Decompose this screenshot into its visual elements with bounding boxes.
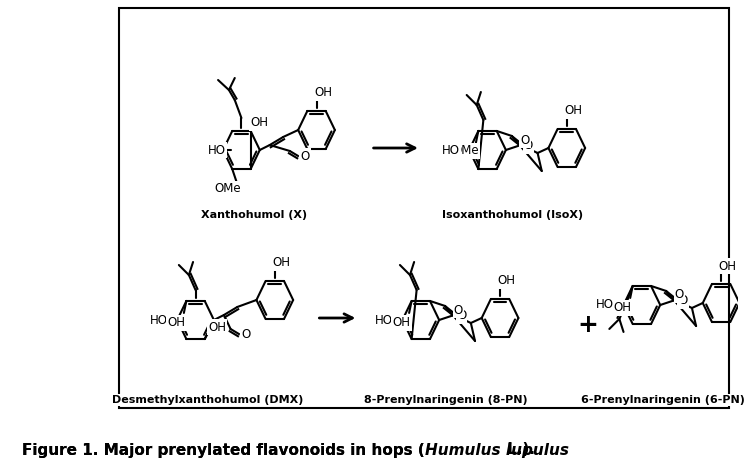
Text: Isoxanthohumol (IsoX): Isoxanthohumol (IsoX)	[442, 210, 584, 220]
Text: OH: OH	[250, 117, 268, 129]
Text: O: O	[520, 134, 530, 146]
Text: 6-Prenylnaringenin (6-PN): 6-Prenylnaringenin (6-PN)	[580, 395, 745, 405]
Text: O: O	[678, 295, 688, 307]
Text: O: O	[675, 288, 684, 302]
Text: +: +	[578, 313, 598, 337]
Text: O: O	[300, 150, 310, 162]
Text: Figure 1. Major prenylated flavonoids in hops (: Figure 1. Major prenylated flavonoids in…	[22, 443, 425, 457]
Text: OH: OH	[314, 86, 332, 100]
Text: HO: HO	[208, 143, 226, 157]
Text: HO: HO	[375, 313, 393, 327]
Text: Desmethylxanthohumol (DMX): Desmethylxanthohumol (DMX)	[112, 395, 304, 405]
Text: OH: OH	[565, 104, 583, 118]
Text: L.).: L.).	[502, 443, 535, 457]
FancyBboxPatch shape	[118, 8, 730, 408]
Text: OH: OH	[614, 302, 632, 314]
Text: O: O	[457, 310, 466, 322]
Text: OH: OH	[718, 260, 736, 272]
Text: OH: OH	[392, 316, 410, 329]
Text: HO: HO	[150, 313, 168, 327]
Text: OMe: OMe	[452, 144, 479, 158]
Text: OH: OH	[498, 275, 516, 287]
Text: O: O	[454, 303, 463, 317]
Text: O: O	[524, 139, 533, 152]
Text: HO: HO	[596, 298, 614, 312]
Text: Xanthohumol (X): Xanthohumol (X)	[201, 210, 307, 220]
Text: HO: HO	[442, 143, 460, 157]
Text: Figure 1. Major prenylated flavonoids in hops (: Figure 1. Major prenylated flavonoids in…	[22, 443, 425, 457]
Text: OH: OH	[209, 320, 226, 334]
Text: Humulus lupulus: Humulus lupulus	[425, 443, 569, 457]
Text: 8-Prenylnaringenin (8-PN): 8-Prenylnaringenin (8-PN)	[364, 395, 528, 405]
Text: OH: OH	[167, 316, 185, 329]
Text: OMe: OMe	[214, 183, 241, 195]
Text: OH: OH	[272, 256, 290, 270]
Text: O: O	[241, 328, 250, 340]
